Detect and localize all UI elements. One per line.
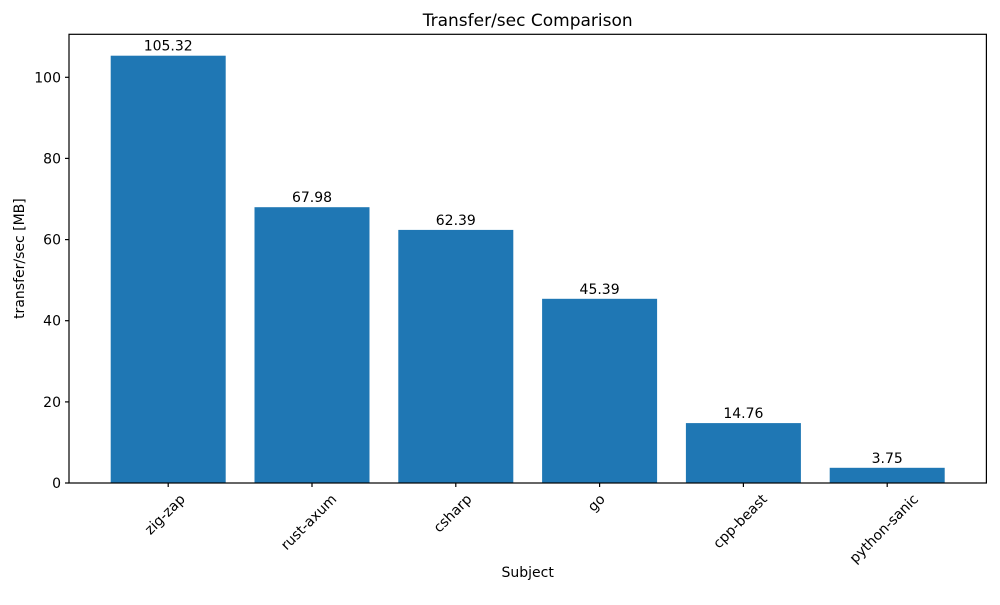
y-tick-label: 100 <box>34 70 61 86</box>
bar-value-label: 105.32 <box>144 39 193 55</box>
y-tick-label: 80 <box>43 151 61 167</box>
plot-border <box>68 33 988 484</box>
bar-cpp-beast <box>685 423 801 483</box>
x-axis-label: Subject <box>502 565 555 581</box>
bar-value-label: 3.75 <box>872 451 903 467</box>
y-tick-label: 20 <box>43 395 61 411</box>
plot-area: 105.32 67.98 62.39 45.39 14.76 3.75 0 20 40 60 80 1… <box>34 33 988 567</box>
bar-rust-axum <box>254 207 370 483</box>
bar-value-label: 45.39 <box>580 282 620 298</box>
y-tick-label: 0 <box>52 476 61 492</box>
y-tick-label: 60 <box>43 233 61 249</box>
chart-title: Transfer/sec Comparison <box>422 11 633 31</box>
y-axis-label: transfer/sec [MB] <box>12 198 28 319</box>
bar-python-sanic <box>829 467 945 483</box>
bar-value-label: 67.98 <box>292 190 332 206</box>
x-tick-label: cpp-beast <box>710 491 771 552</box>
x-tick-label: csharp <box>431 491 476 536</box>
bar-value-label: 62.39 <box>436 213 476 229</box>
bar-value-label: 14.76 <box>723 406 763 422</box>
bar-zig-zap <box>110 55 226 483</box>
x-tick-label: go <box>585 492 609 516</box>
x-tick-label: python-sanic <box>847 492 922 567</box>
x-tick-label: zig-zap <box>142 491 189 538</box>
y-tick-label: 40 <box>43 314 61 330</box>
x-tick-label: rust-axum <box>278 492 340 554</box>
bar-go <box>542 298 658 483</box>
bar-csharp <box>398 229 514 483</box>
